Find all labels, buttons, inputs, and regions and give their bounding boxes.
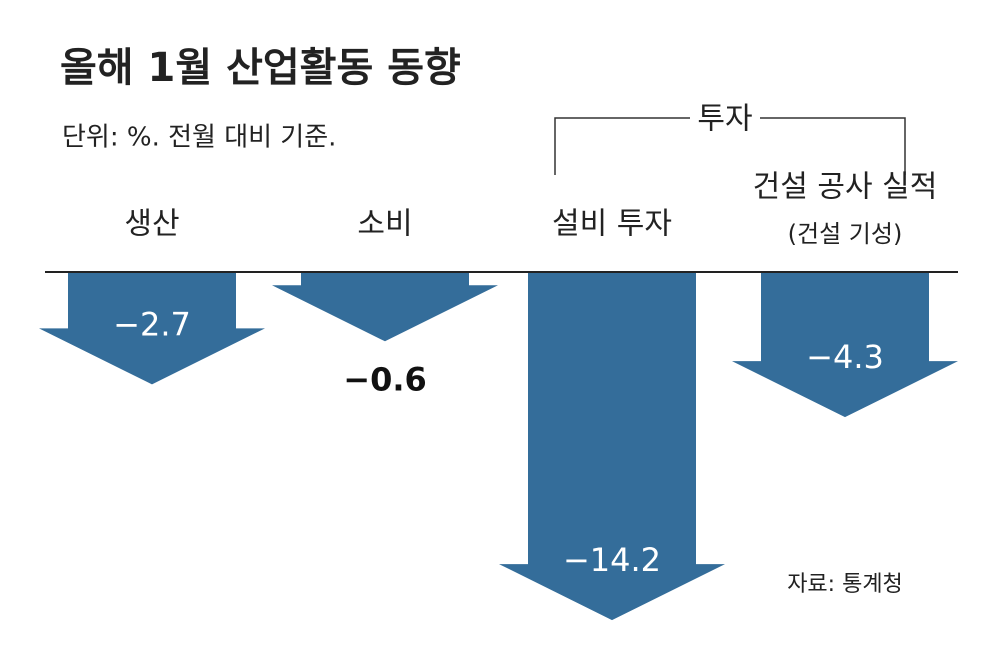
group-label: 투자 [697, 102, 752, 137]
arrow [272, 273, 498, 342]
value-label: −0.6 [343, 360, 427, 398]
value-label: −4.3 [806, 338, 884, 376]
category-label: 설비 투자 [552, 207, 672, 242]
chart-title: 올해 1월 산업활동 동향 [60, 45, 461, 91]
group-bracket [554, 117, 906, 175]
arrow [732, 273, 958, 418]
category-note: (건설 기성) [788, 220, 903, 248]
category-label: 생산 [124, 207, 179, 242]
arrow [39, 273, 265, 385]
category-label: 건설 공사 실적 [753, 170, 938, 205]
arrow [499, 273, 725, 621]
value-label: −2.7 [113, 305, 191, 343]
value-label: −14.2 [563, 541, 661, 579]
category-label: 소비 [357, 207, 412, 242]
chart-subtitle: 단위: %. 전월 대비 기준. [62, 123, 336, 153]
source: 자료: 통계청 [787, 572, 903, 597]
